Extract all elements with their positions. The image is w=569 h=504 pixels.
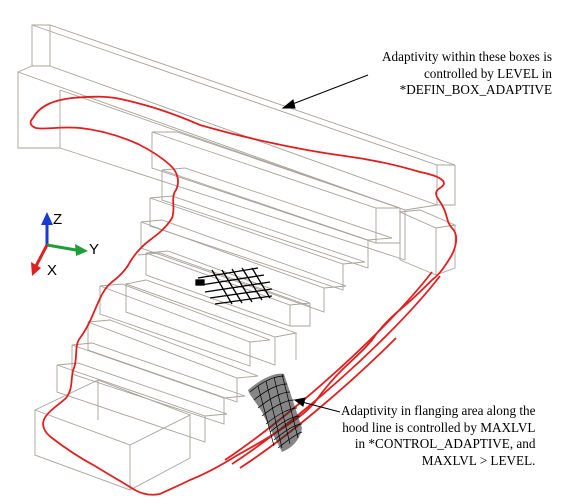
axis-label-y: Y (89, 241, 99, 258)
annotation-top: Adaptivity within these boxes is control… (382, 49, 552, 99)
axis-label-x: X (47, 262, 57, 279)
box-center (124, 250, 311, 366)
annotation-bottom-line-4: MAXLVL > LEVEL. (421, 452, 536, 468)
annotation-bottom-line-1: Adaptivity in flanging area along the (341, 403, 536, 418)
annotation-bottom-line-3: in *CONTROL_ADAPTIVE, and (354, 436, 536, 451)
axis-triad: Z Y X (31, 211, 99, 279)
axis-label-z: Z (53, 211, 62, 228)
flange-mesh (248, 373, 303, 452)
blank-outline (29, 95, 458, 496)
center-mesh (195, 267, 273, 305)
annotation-top-line-1: Adaptivity within these boxes is (382, 49, 552, 64)
box-right (398, 209, 457, 276)
annotation-top-line-3: *DEFIN_BOX_ADAPTIVE (399, 82, 552, 97)
annotation-bottom-line-2: hood line is controlled by MAXLVL (342, 419, 536, 435)
box-bottom (33, 379, 192, 491)
annotation-arrows (281, 74, 369, 413)
adaptive-boxes (17, 24, 457, 491)
box-top (17, 24, 456, 261)
annotation-bottom: Adaptivity in flanging area along the ho… (341, 403, 535, 469)
annotation-top-line-2: controlled by LEVEL in (423, 65, 552, 81)
